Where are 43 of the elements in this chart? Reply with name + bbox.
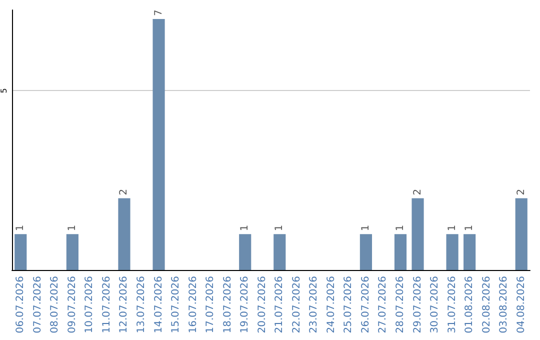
x-tick-label: 13.07.2026 (136, 276, 147, 334)
data-label: 1 (15, 224, 26, 232)
x-tick-label: 12.07.2026 (118, 276, 130, 334)
x-tick-label: 29.07.2026 (412, 276, 424, 334)
x-tick-label: 07.07.2026 (32, 276, 44, 334)
data-label: 1 (66, 224, 78, 232)
x-tick-label: 06.07.2026 (15, 276, 26, 334)
x-tick-label: 14.07.2026 (153, 276, 164, 334)
data-label: 1 (274, 224, 286, 232)
data-label: 1 (464, 224, 476, 232)
x-tick-label: 03.08.2026 (498, 276, 510, 334)
x-tick-label: 17.07.2026 (205, 276, 216, 334)
x-tick-label: 08.07.2026 (50, 276, 61, 334)
x-tick-label: 01.08.2026 (464, 276, 476, 334)
x-tick-label: 31.07.2026 (446, 276, 458, 334)
data-label: 2 (412, 188, 424, 196)
x-tick-label: 24.07.2026 (326, 276, 337, 334)
x-tick-label: 27.07.2026 (378, 276, 389, 334)
data-label: 1 (360, 224, 372, 232)
x-tick-label: 19.07.2026 (240, 276, 251, 334)
x-tick-label: 20.07.2026 (256, 276, 268, 334)
x-tick-label: 18.07.2026 (222, 276, 234, 334)
x-tick-label: 16.07.2026 (188, 276, 199, 334)
data-label: 7 (153, 10, 164, 16)
x-tick-label: 30.07.2026 (430, 276, 441, 334)
x-tick-label: 09.07.2026 (66, 276, 78, 334)
x-tick-label: 11.07.2026 (101, 276, 112, 334)
x-tick-label: 02.08.2026 (481, 276, 492, 334)
x-tick-label: 23.07.2026 (308, 276, 320, 334)
x-tick-label: 26.07.2026 (360, 276, 372, 334)
data-label: 1 (240, 224, 251, 232)
x-tick-label: 22.07.2026 (291, 276, 302, 334)
x-tick-label: 28.07.2026 (395, 276, 406, 334)
x-tick-label: 10.07.2026 (84, 276, 96, 334)
data-label: 2 (118, 188, 130, 196)
x-tick-label: 25.07.2026 (343, 276, 354, 334)
data-label: 1 (446, 224, 458, 232)
x-tick-label: 04.08.2026 (516, 276, 527, 334)
y-tick-label: 5 (0, 88, 8, 94)
data-label: 2 (516, 188, 527, 196)
data-label: 1 (395, 224, 406, 232)
x-tick-label: 21.07.2026 (274, 276, 286, 334)
x-tick-label: 15.07.2026 (170, 276, 182, 334)
